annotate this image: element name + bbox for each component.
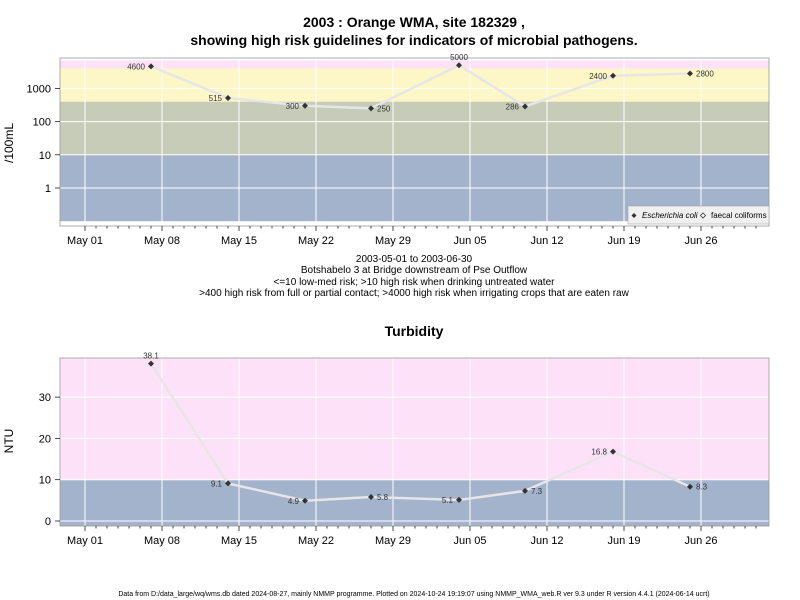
legend-label-faecal: faecal coliforms	[711, 211, 767, 220]
chart2-ytick-label-0: 0	[45, 516, 51, 528]
chart2-data-point-0	[148, 360, 154, 367]
chart1-legend: Escherichia coli faecal coliforms	[627, 205, 770, 225]
chart1-xtick-label-0: May 01	[67, 235, 103, 247]
chart2-xtick-label-1: May 08	[144, 535, 180, 547]
chart2-ytick-label-2: 20	[39, 433, 51, 445]
chart2-data-label-5: 7.3	[531, 487, 543, 496]
chart1-xtick-label-4: May 29	[375, 235, 411, 247]
chart1-data-label-2: 300	[286, 102, 300, 111]
chart2-xtick-label-8: Jun 26	[684, 535, 717, 547]
chart1-data-label-3: 250	[377, 104, 391, 113]
chart2-xtick-label-6: Jun 12	[530, 535, 563, 547]
chart2-series-line	[149, 362, 691, 503]
chart1-data-label-0: 4600	[127, 62, 145, 71]
chart1-xtick-label-6: Jun 12	[530, 235, 563, 247]
chart2-data-label-6: 16.8	[591, 448, 607, 457]
chart2-data-label-4: 5.1	[442, 496, 454, 505]
chart2-data-point-2	[302, 497, 308, 504]
chart2-data-label-1: 9.1	[211, 479, 223, 488]
chart1-band-1	[60, 101, 769, 155]
info-date-range: 2003-05-01 to 2003-06-30	[356, 254, 473, 265]
chart1-xtick-label-7: Jun 19	[607, 235, 640, 247]
chart2-data-label-0: 38.1	[143, 352, 159, 361]
chart2-data-point-3	[368, 494, 374, 501]
chart1-data-label-1: 515	[209, 94, 223, 103]
chart2-data-point-4	[456, 496, 462, 503]
chart2-plot-panel: May 01 May 08 May 15 May 22 May 29 Jun 05 Jun …	[39, 352, 770, 547]
chart2-data-point-5	[522, 487, 528, 494]
legend-box	[627, 205, 770, 225]
info-guideline-contact: >400 high risk from full or partial cont…	[199, 288, 629, 299]
legend-label-ecoli: Escherichia coli	[642, 211, 698, 220]
chart2-ytick-label-1: 10	[39, 475, 51, 487]
chart2-data-label-3: 5.8	[377, 493, 389, 502]
chart1-data-point-0	[148, 63, 154, 70]
chart1-data-point-7	[687, 70, 693, 77]
chart2-band-0	[60, 479, 769, 526]
chart1-ytick-label-0: 1	[45, 183, 51, 195]
chart2-xtick-label-7: Jun 19	[607, 535, 640, 547]
chart1-data-point-3	[368, 105, 374, 112]
chart1-data-point-6	[610, 72, 616, 79]
chart1-title-line2: showing high risk guidelines for indicat…	[190, 32, 637, 48]
chart2-data-label-7: 8.3	[696, 483, 708, 492]
chart1-ytick-label-1: 10	[39, 150, 51, 162]
chart1-data-label-5: 286	[506, 102, 520, 111]
chart1-data-point-1	[225, 94, 231, 101]
chart2-y-axis-label: NTU	[2, 429, 16, 454]
chart1-ytick-label-2: 100	[33, 117, 51, 129]
chart2-xtick-label-3: May 22	[298, 535, 334, 547]
chart2-frame	[59, 357, 770, 527]
chart1-data-point-5	[522, 103, 528, 110]
chart2-data-point-7	[687, 483, 693, 490]
chart1-series-line	[150, 63, 691, 110]
chart1-ytick-label-3: 1000	[27, 83, 51, 95]
chart1-plot-panel: May 01 May 08 May 15 May 22 May 29 Jun 05 Jun …	[27, 53, 770, 247]
chart2-xtick-label-2: May 15	[221, 535, 257, 547]
chart1-data-point-4	[456, 62, 462, 69]
chart1-xtick-label-1: May 08	[144, 235, 180, 247]
chart1-band-3	[60, 60, 769, 69]
chart2-title: Turbidity	[385, 323, 444, 339]
chart1-xtick-label-2: May 15	[221, 235, 257, 247]
chart1-data-point-2	[302, 102, 308, 109]
chart1-data-label-7: 2800	[696, 70, 714, 79]
footer-note: Data from D:/data_large/wq/wms.db dated …	[118, 591, 709, 598]
info-site-desc: Botshabelo 3 at Bridge downstream of Pse…	[301, 265, 528, 276]
chart2-data-label-2: 4.9	[288, 497, 300, 506]
chart2-data-point-6	[610, 448, 616, 455]
info-guideline-drinking: <=10 low-med risk; >10 high risk when dr…	[274, 277, 556, 288]
chart1-xtick-label-8: Jun 26	[684, 235, 717, 247]
chart1-data-label-6: 2400	[589, 72, 607, 81]
chart2-ytick-label-3: 30	[39, 392, 51, 404]
chart1-title-line1: 2003 : Orange WMA, site 182329 ,	[303, 14, 525, 30]
chart2-xtick-label-5: Jun 05	[453, 535, 486, 547]
legend-marker-faecal	[699, 212, 707, 219]
legend-marker-ecoli	[631, 213, 637, 218]
chart2-xtick-label-0: May 01	[67, 535, 103, 547]
chart1-data-label-4: 5000	[450, 53, 468, 62]
chart1-y-axis-label: /100mL	[2, 123, 16, 163]
chart2-band-1	[60, 358, 769, 480]
chart1-xtick-label-3: May 22	[298, 235, 334, 247]
chart2-xtick-label-4: May 29	[375, 535, 411, 547]
chart2-data-point-1	[225, 480, 231, 487]
chart1-frame	[59, 57, 770, 227]
chart1-xtick-label-5: Jun 05	[453, 235, 486, 247]
